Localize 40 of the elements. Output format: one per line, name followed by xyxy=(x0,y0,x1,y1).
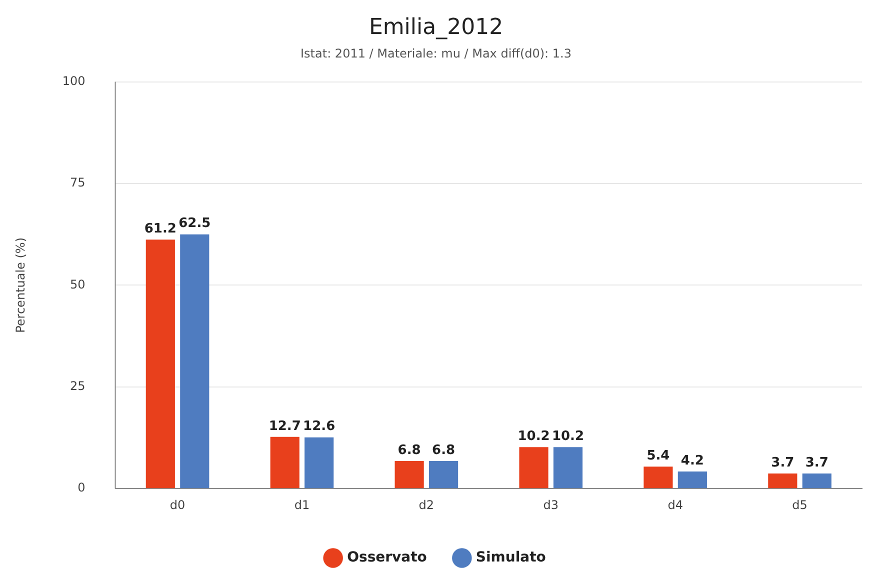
chart-title: Emilia_2012 xyxy=(368,14,504,40)
bar xyxy=(180,234,210,488)
bar xyxy=(802,474,832,488)
data-label: 3.7 xyxy=(771,455,794,470)
data-label: 5.4 xyxy=(646,448,670,464)
bar xyxy=(394,460,424,488)
x-tick-label: d1 xyxy=(294,498,310,512)
data-label: 12.6 xyxy=(303,419,336,434)
data-label: 10.2 xyxy=(518,428,550,444)
legend-label: Simulato xyxy=(476,550,546,566)
data-label: 3.7 xyxy=(805,455,828,470)
data-label: 12.7 xyxy=(268,418,301,434)
data-label: 6.8 xyxy=(398,442,421,458)
legend-label: Osservato xyxy=(347,550,428,566)
y-tick-label: 50 xyxy=(70,277,86,292)
bar xyxy=(428,460,458,488)
y-tick-label: 100 xyxy=(62,74,86,88)
data-label: 62.5 xyxy=(178,216,211,232)
data-label: 10.2 xyxy=(552,428,584,444)
bar xyxy=(270,436,300,488)
bar xyxy=(304,437,334,488)
data-label: 6.8 xyxy=(432,442,456,458)
bar xyxy=(644,466,673,488)
x-tick-label: d2 xyxy=(418,498,434,512)
data-label: 4.2 xyxy=(680,453,704,468)
bar xyxy=(678,472,707,488)
x-tick-label: d3 xyxy=(543,498,559,512)
bar xyxy=(768,474,798,488)
chart-subtitle: Istat: 2011 / Materiale: mu / Max diff(d0): 1.3 xyxy=(300,46,572,61)
x-tick-label: d4 xyxy=(668,498,683,512)
x-tick-label: d0 xyxy=(170,498,186,512)
bar xyxy=(146,240,175,488)
x-tick-label: d5 xyxy=(792,498,808,512)
y-tick-label: 75 xyxy=(70,176,86,190)
bar xyxy=(519,447,548,488)
bar xyxy=(553,447,583,488)
y-tick-label: 0 xyxy=(78,480,86,495)
y-tick-label: 25 xyxy=(70,379,86,394)
data-label: 61.2 xyxy=(144,222,176,237)
y-axis-title: Percentuale (%) xyxy=(13,237,28,333)
